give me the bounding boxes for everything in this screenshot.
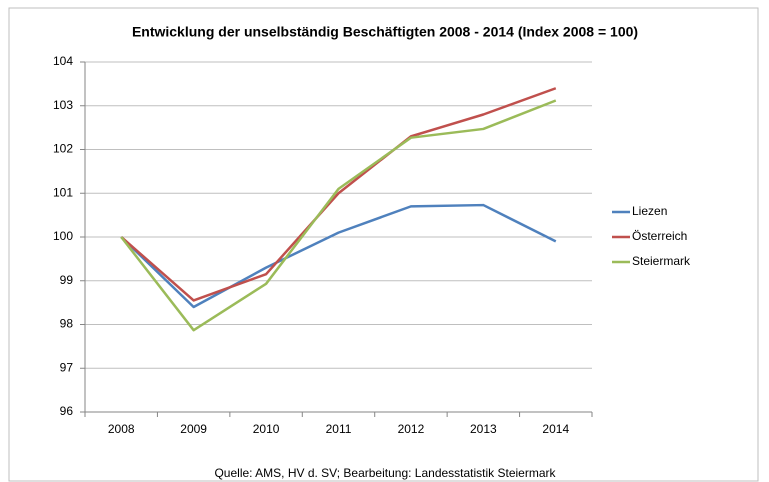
legend-label: Liezen: [632, 204, 667, 218]
x-tick-label: 2010: [253, 422, 280, 436]
y-tick-label: 97: [60, 360, 74, 374]
line-series: [120, 203, 557, 309]
y-tick-label: 101: [53, 185, 73, 199]
y-tick-label: 104: [53, 54, 73, 68]
x-tick-label: 2008: [108, 422, 135, 436]
y-tick-label: 103: [53, 98, 73, 112]
x-tick-label: 2014: [542, 422, 569, 436]
x-tick-label: 2012: [398, 422, 425, 436]
chart-frame: [8, 7, 759, 482]
x-tick-label: 2009: [180, 422, 207, 436]
legend-label: Österreich: [632, 229, 687, 243]
x-tick-label: 2011: [326, 422, 352, 436]
y-tick-label: 98: [60, 317, 74, 331]
legend-label: Steiermark: [632, 254, 691, 268]
y-tick-label: 102: [53, 142, 73, 156]
x-tick-label: 2013: [470, 422, 497, 436]
y-tick-label: 96: [60, 404, 74, 418]
line-series: [120, 99, 557, 332]
y-tick-label: 99: [60, 273, 74, 287]
source-note: Quelle: AMS, HV d. SV; Bearbeitung: Land…: [214, 466, 556, 480]
y-tick-label: 100: [53, 229, 73, 243]
chart-title: Entwicklung der unselbständig Beschäftig…: [132, 24, 638, 40]
line-series: [120, 87, 557, 302]
